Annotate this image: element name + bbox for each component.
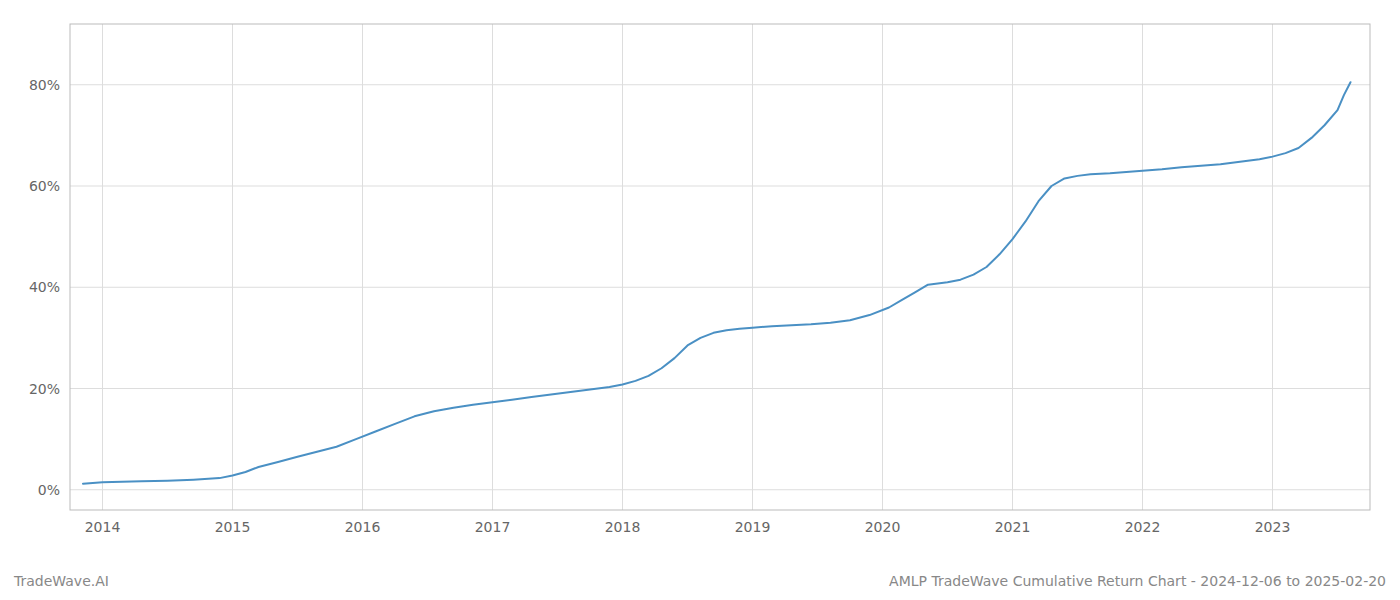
y-tick-label: 0% xyxy=(38,482,60,498)
y-grid-line xyxy=(70,287,1370,288)
x-tick-label: 2020 xyxy=(865,519,901,535)
x-grid-line xyxy=(882,24,883,510)
chart: 2014 2015 2016 2017 2018 2019 2020 2021 2022 2023… xyxy=(0,0,1400,600)
x-tick-label: 2016 xyxy=(345,519,381,535)
x-tick-label: 2018 xyxy=(605,519,641,535)
line xyxy=(83,82,1351,483)
y-grid-line xyxy=(70,186,1370,187)
data-area xyxy=(83,82,1351,483)
x-tick-label: 2015 xyxy=(215,519,251,535)
y-tick-label: 60% xyxy=(29,178,60,194)
x-grid-line xyxy=(492,24,493,510)
y-grid-line xyxy=(70,489,1370,490)
x-grid-line xyxy=(752,24,753,510)
x-grid-line xyxy=(1012,24,1013,510)
x-tick-label: 2021 xyxy=(995,519,1031,535)
grid xyxy=(70,24,1370,510)
x-grid-line xyxy=(1142,24,1143,510)
page: {"chart_data": {"type": "line", "title":… xyxy=(0,0,1400,600)
x-tick-label: 2023 xyxy=(1255,519,1291,535)
y-tick-label: 80% xyxy=(29,77,60,93)
title: AMLP TradeWave Cumulative Return Chart -… xyxy=(889,573,1386,589)
x-tick-label: 2014 xyxy=(85,519,121,535)
plot-frame xyxy=(70,24,1370,510)
y-tick-label: 20% xyxy=(29,381,60,397)
y-tick-label: 40% xyxy=(29,279,60,295)
x-grid-line xyxy=(622,24,623,510)
axes: 2014 2015 2016 2017 2018 2019 2020 2021 2022 2023… xyxy=(29,24,1370,535)
x-grid-line xyxy=(1272,24,1273,510)
x-tick-label: 2017 xyxy=(475,519,511,535)
y-grid-line xyxy=(70,84,1370,85)
x-grid-line xyxy=(102,24,103,510)
watermark: TradeWave.AI xyxy=(13,573,109,589)
y-grid-line xyxy=(70,388,1370,389)
x-tick-label: 2019 xyxy=(735,519,771,535)
background xyxy=(0,0,1400,600)
x-grid-line xyxy=(232,24,233,510)
x-tick-label: 2022 xyxy=(1125,519,1161,535)
